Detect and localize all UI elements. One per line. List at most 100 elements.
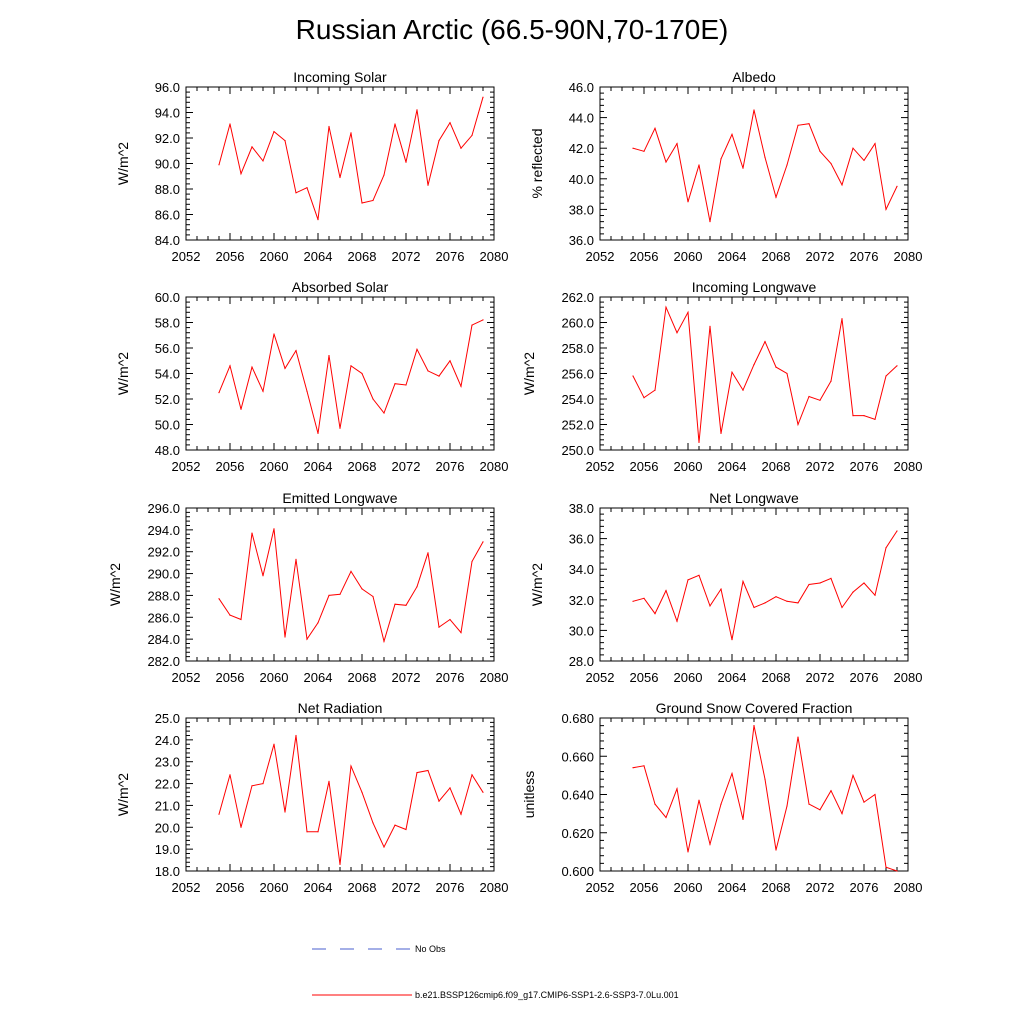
data-point	[317, 432, 319, 434]
x-tick-label: 2076	[850, 670, 879, 685]
panel-title: Absorbed Solar	[292, 279, 389, 295]
x-tick-label: 2068	[762, 249, 791, 264]
y-tick-label: 258.0	[561, 341, 594, 356]
y-tick-label: 254.0	[561, 392, 594, 407]
series-line	[218, 319, 484, 434]
data-point	[229, 365, 231, 367]
y-tick-label: 294.0	[147, 523, 180, 538]
chart-panel-3: 2052 2056 2060 2064 2068 2072 2076 2080 48.0 50.0…	[115, 279, 508, 474]
data-point	[306, 390, 308, 392]
series-line	[632, 109, 898, 222]
y-tick-label: 56.0	[155, 341, 180, 356]
data-point	[665, 590, 667, 592]
data-point	[317, 219, 319, 221]
y-tick-label: 44.0	[569, 111, 594, 126]
data-point	[460, 385, 462, 387]
data-point	[709, 221, 711, 223]
y-axis-label: W/m^2	[521, 352, 537, 395]
data-point	[764, 156, 766, 158]
y-tick-label: 262.0	[561, 290, 594, 305]
x-tick-label: 2068	[762, 459, 791, 474]
data-point	[482, 791, 484, 793]
x-tick-label: 2072	[806, 249, 835, 264]
plot-frame	[599, 717, 909, 872]
data-point	[262, 390, 264, 392]
y-tick-label: 25.0	[155, 711, 180, 726]
data-point	[841, 813, 843, 815]
y-tick-label: 290.0	[147, 567, 180, 582]
data-point	[698, 164, 700, 166]
data-point	[698, 799, 700, 801]
chart-panel-7: 2052 2056 2060 2064 2068 2072 2076 2080 18.0 19.0…	[115, 700, 508, 895]
data-point	[676, 788, 678, 790]
y-tick-label: 0.660	[561, 749, 594, 764]
data-point	[852, 147, 854, 149]
x-tick-label: 2052	[172, 459, 201, 474]
y-tick-label: 40.0	[569, 172, 594, 187]
chart-panel-6: 2052 2056 2060 2064 2068 2072 2076 2080 28.0 30.0…	[529, 490, 922, 685]
data-point	[295, 734, 297, 737]
y-axis-label: unitless	[521, 771, 537, 818]
data-point	[317, 622, 319, 624]
data-point	[874, 793, 876, 796]
chart-panel-4: 2052 2056 2060 2064 2068 2072 2076 2080 250.0 252…	[521, 279, 922, 474]
data-point	[361, 372, 363, 375]
data-point	[339, 427, 341, 429]
data-point	[665, 306, 667, 308]
series-line	[218, 97, 484, 220]
data-point	[295, 192, 297, 194]
data-point	[720, 158, 722, 160]
data-point	[416, 348, 418, 350]
data-point	[482, 319, 484, 321]
data-point	[819, 150, 821, 152]
data-point	[709, 605, 711, 607]
x-tick-label: 2052	[586, 249, 615, 264]
data-point	[218, 813, 220, 815]
y-axis-label: % reflected	[529, 128, 545, 198]
data-point	[830, 162, 832, 165]
data-point	[460, 632, 462, 634]
y-tick-label: 23.0	[155, 755, 180, 770]
series-line	[218, 735, 484, 865]
plot-frame	[599, 296, 909, 451]
legend-model-line	[312, 994, 412, 996]
data-point	[896, 870, 898, 872]
y-tick-label: 86.0	[155, 208, 180, 223]
data-point	[251, 785, 253, 787]
data-point	[218, 164, 220, 166]
data-point	[720, 588, 722, 590]
data-point	[383, 412, 385, 414]
data-point	[632, 147, 634, 149]
data-point	[471, 134, 473, 136]
plot-frame	[185, 86, 495, 241]
x-tick-label: 2068	[348, 249, 377, 264]
data-point	[273, 333, 275, 335]
y-axis-label: W/m^2	[115, 773, 131, 816]
data-point	[372, 398, 374, 400]
data-point	[852, 774, 854, 777]
y-tick-label: 284.0	[147, 632, 180, 647]
x-tick-label: 2080	[480, 670, 509, 685]
data-point	[350, 570, 352, 573]
data-point	[482, 96, 484, 98]
data-point	[753, 725, 755, 727]
data-point	[731, 772, 733, 775]
y-tick-label: 296.0	[147, 501, 180, 516]
data-point	[416, 772, 418, 774]
data-point	[885, 866, 887, 868]
data-point	[306, 831, 308, 833]
data-point	[665, 816, 667, 819]
data-point	[394, 603, 396, 605]
y-tick-label: 38.0	[569, 501, 594, 516]
x-tick-label: 2068	[348, 459, 377, 474]
data-point	[698, 441, 700, 443]
y-tick-label: 46.0	[569, 80, 594, 95]
data-point	[643, 597, 645, 599]
data-point	[830, 577, 832, 580]
x-tick-label: 2080	[894, 459, 923, 474]
data-point	[687, 851, 689, 853]
x-tick-label: 2076	[436, 459, 465, 474]
data-point	[438, 140, 440, 142]
data-point	[764, 778, 766, 780]
x-tick-label: 2064	[304, 459, 333, 474]
